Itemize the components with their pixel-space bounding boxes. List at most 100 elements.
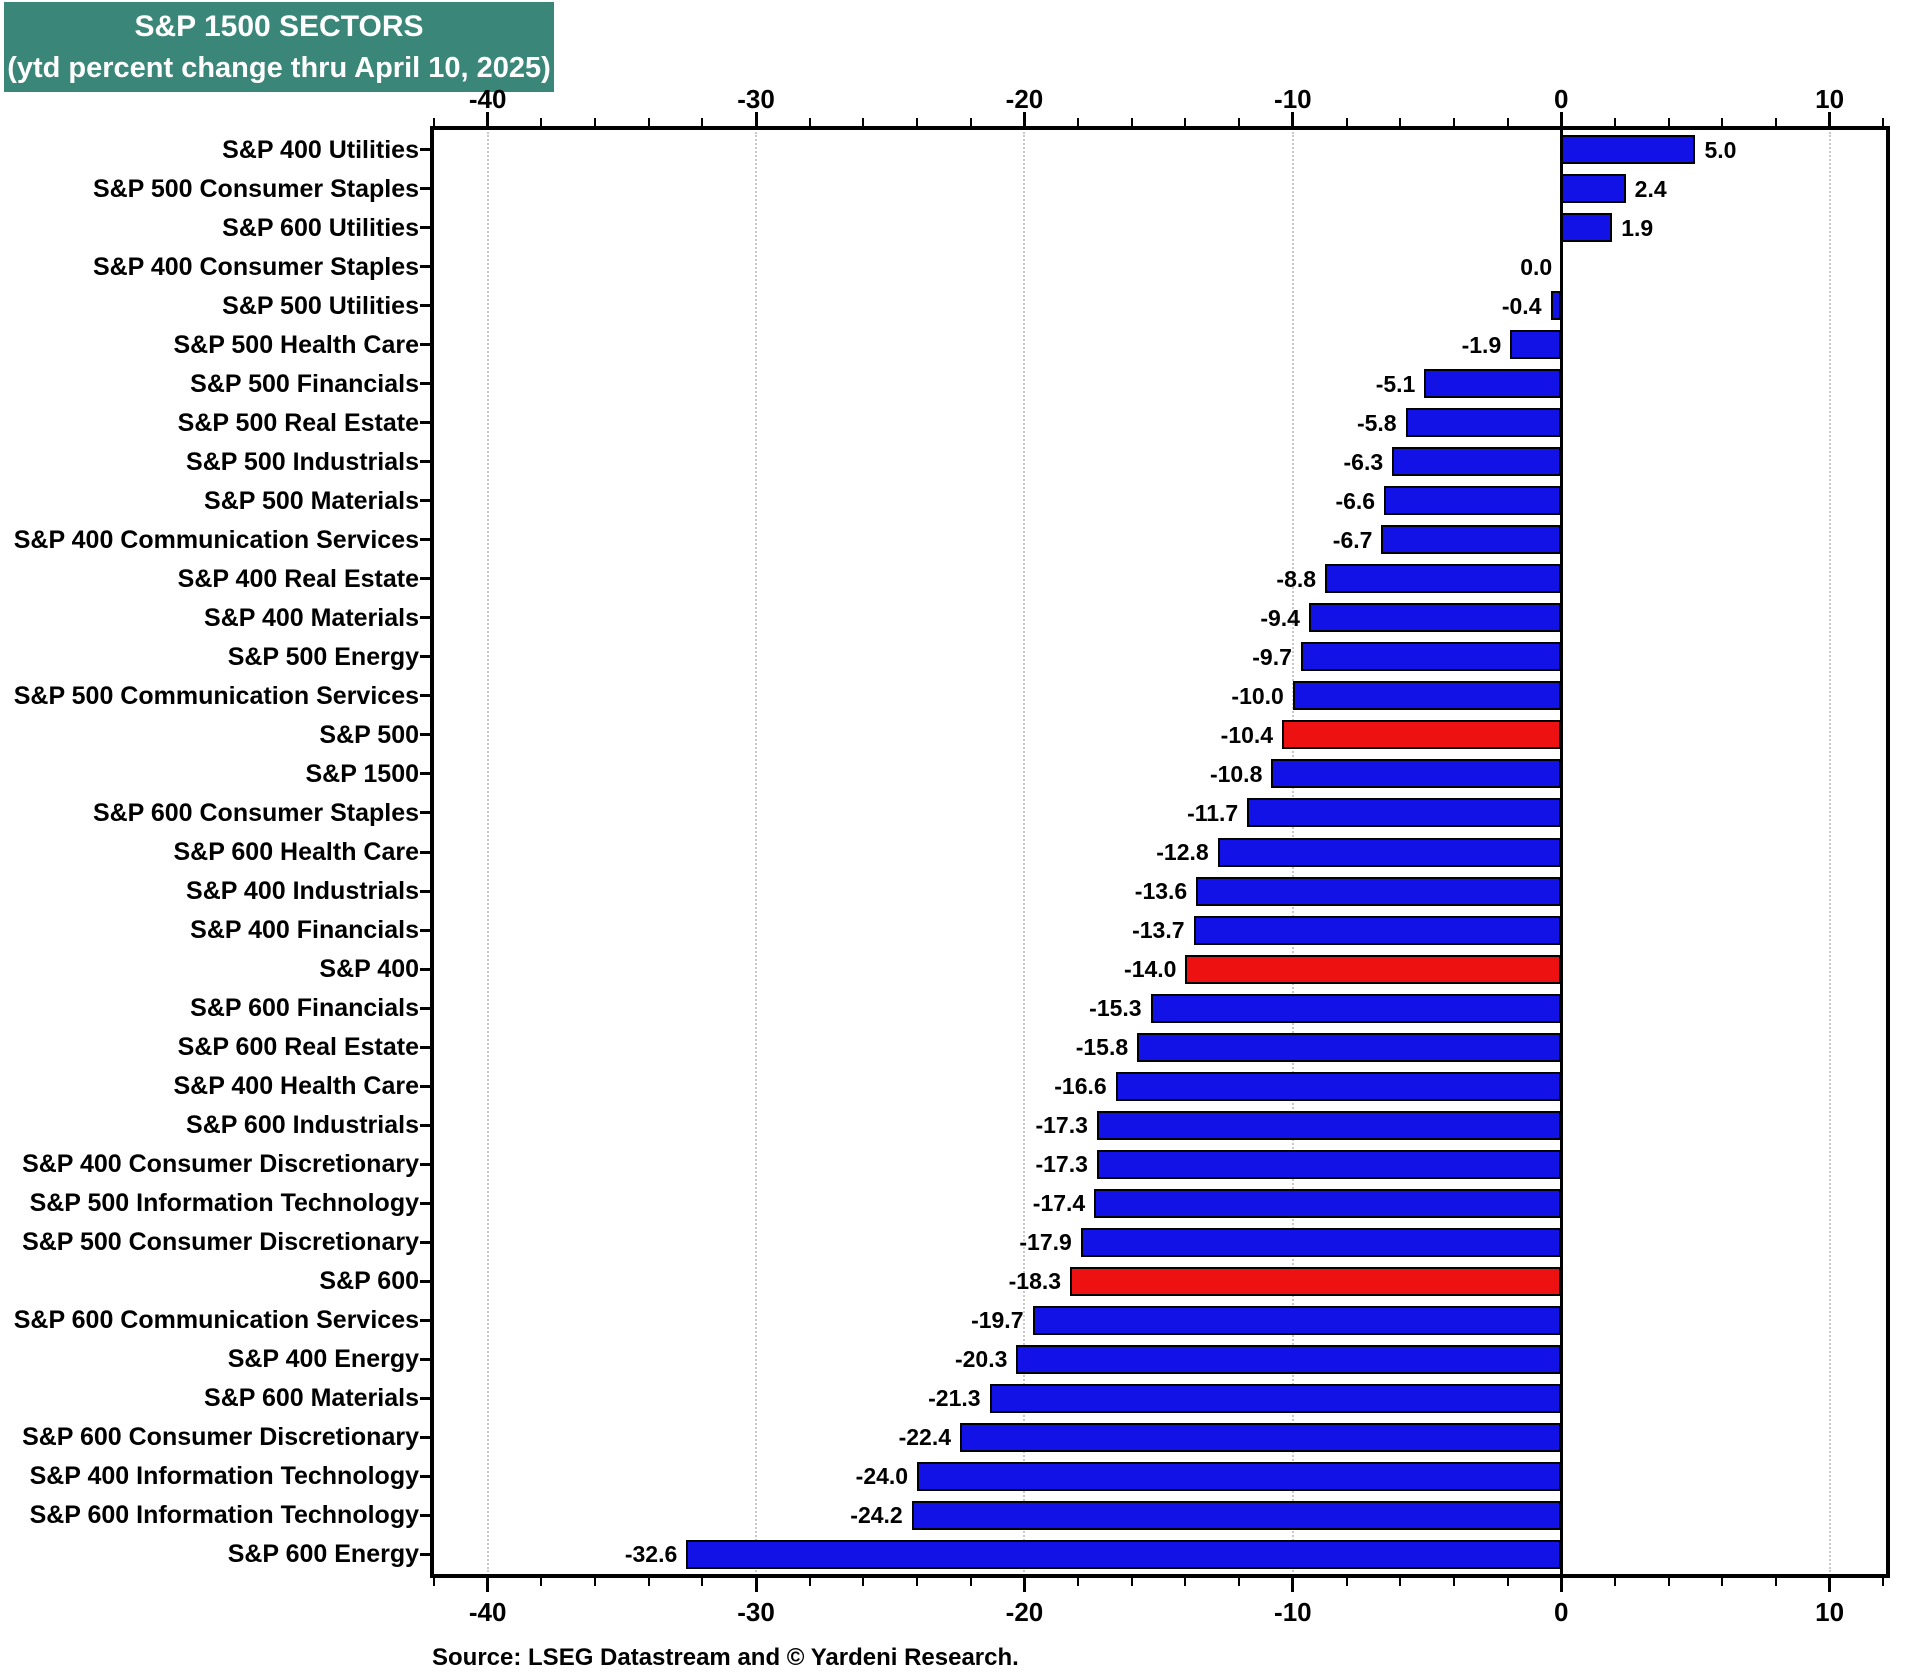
bar-value-label: -17.3 <box>1035 1151 1088 1178</box>
x-tick-bottom <box>1667 1578 1670 1586</box>
bar-value-label: 2.4 <box>1634 175 1667 202</box>
bar-value-label: -9.7 <box>1252 643 1292 670</box>
x-grid-line <box>1023 132 1026 1572</box>
x-tick-top <box>1667 118 1670 126</box>
x-tick-bottom <box>433 1578 435 1586</box>
bar-value-label: -13.6 <box>1134 878 1188 905</box>
x-tick-top <box>1559 112 1563 126</box>
bar-value-label: -17.9 <box>1019 1229 1072 1256</box>
bar-value-label: -22.4 <box>898 1424 952 1451</box>
bar-value-label: -1.9 <box>1461 331 1502 358</box>
bar <box>1392 447 1562 477</box>
x-tick-bottom <box>1721 1578 1724 1586</box>
bar <box>1550 291 1562 321</box>
bar <box>1561 174 1626 204</box>
bar <box>1384 486 1562 516</box>
x-axis-label-top: 10 <box>1815 84 1845 114</box>
category-label: S&P 400 <box>319 955 419 984</box>
category-label: S&P 400 Consumer Staples <box>92 252 419 281</box>
x-tick-top <box>1291 112 1295 126</box>
y-tick <box>420 304 430 308</box>
bar <box>960 1422 1562 1452</box>
x-axis-label-bottom: -20 <box>1005 1597 1044 1627</box>
category-label: S&P 400 Communication Services <box>13 525 419 554</box>
x-tick-top <box>1184 118 1187 126</box>
x-tick-bottom <box>754 1578 758 1592</box>
x-tick-top <box>1506 118 1509 126</box>
category-label: S&P 400 Information Technology <box>29 1462 419 1491</box>
category-label: S&P 400 Materials <box>204 603 419 632</box>
x-tick-bottom <box>1184 1578 1187 1586</box>
category-label: S&P 600 Financials <box>190 994 419 1023</box>
bar-value-label: -15.3 <box>1089 995 1142 1022</box>
y-tick <box>420 1006 430 1010</box>
x-axis-label-bottom: 10 <box>1815 1597 1845 1627</box>
source-note: Source: LSEG Datastream and © Yardeni Re… <box>432 1644 1019 1671</box>
y-tick <box>420 850 430 854</box>
y-tick <box>420 694 430 698</box>
y-tick <box>420 226 430 230</box>
x-tick-bottom <box>1238 1578 1241 1586</box>
y-tick <box>420 382 430 386</box>
category-label: S&P 500 Industrials <box>186 447 419 476</box>
category-label: S&P 600 Utilities <box>222 213 419 242</box>
x-tick-bottom <box>647 1578 650 1586</box>
chart-title-box: S&P 1500 SECTORS (ytd percent change thr… <box>4 2 554 92</box>
bar <box>1381 525 1562 555</box>
bar-value-label: -19.7 <box>971 1307 1024 1334</box>
y-tick <box>420 1318 430 1322</box>
bar <box>1137 1032 1562 1062</box>
chart-title-line1: S&P 1500 SECTORS <box>134 10 424 43</box>
category-label: S&P 400 Energy <box>227 1345 419 1374</box>
bar <box>1196 876 1562 906</box>
y-tick <box>420 1045 430 1049</box>
x-tick-bottom <box>1774 1578 1777 1586</box>
x-tick-top <box>1452 118 1455 126</box>
bar <box>1193 915 1562 945</box>
bar-value-label: -14.0 <box>1124 956 1177 983</box>
x-tick-top <box>754 112 758 126</box>
y-tick <box>420 187 430 191</box>
bar-value-label: -5.1 <box>1375 370 1416 397</box>
x-tick-top <box>1882 118 1885 126</box>
bar <box>1308 603 1562 633</box>
x-tick-bottom <box>1452 1578 1455 1586</box>
x-tick-top <box>486 112 490 126</box>
bar-value-label: -11.7 <box>1187 799 1239 826</box>
y-tick <box>420 811 430 815</box>
bar-value-label: -15.8 <box>1075 1034 1129 1061</box>
chart-title-line2: (ytd percent change thru April 10, 2025) <box>7 52 551 84</box>
y-tick <box>420 265 430 269</box>
x-tick-bottom <box>701 1578 704 1586</box>
x-tick-top <box>1399 118 1402 126</box>
x-tick-bottom <box>916 1578 919 1586</box>
x-tick-bottom <box>1022 1578 1026 1592</box>
x-tick-bottom <box>486 1578 490 1592</box>
x-tick-bottom <box>1399 1578 1402 1586</box>
category-label: S&P 500 Real Estate <box>177 408 419 437</box>
bar <box>911 1500 1562 1530</box>
bar-value-label: -20.3 <box>954 1346 1008 1373</box>
x-axis-label-top: -30 <box>737 84 775 114</box>
category-label: S&P 500 Health Care <box>173 330 420 359</box>
x-tick-bottom <box>1613 1578 1616 1586</box>
bar <box>1292 681 1562 711</box>
category-label: S&P 500 Energy <box>227 642 419 671</box>
bar <box>1080 1227 1562 1257</box>
bar-value-label: -10.0 <box>1231 682 1284 709</box>
bar-value-label: -32.6 <box>624 1541 678 1568</box>
x-tick-top <box>701 118 704 126</box>
x-tick-bottom <box>1882 1578 1885 1586</box>
x-axis-label-top: -10 <box>1274 84 1312 114</box>
y-tick <box>420 460 430 464</box>
x-tick-top <box>540 118 543 126</box>
bar <box>917 1461 1562 1491</box>
x-axis-label-bottom: 0 <box>1554 1597 1569 1627</box>
category-label: S&P 600 Consumer Discretionary <box>22 1423 419 1452</box>
bar-value-label: -9.4 <box>1260 604 1300 631</box>
bar <box>1217 837 1562 867</box>
category-label: S&P 400 Consumer Discretionary <box>22 1150 419 1179</box>
bar <box>1185 954 1562 984</box>
x-tick-top <box>1345 118 1348 126</box>
